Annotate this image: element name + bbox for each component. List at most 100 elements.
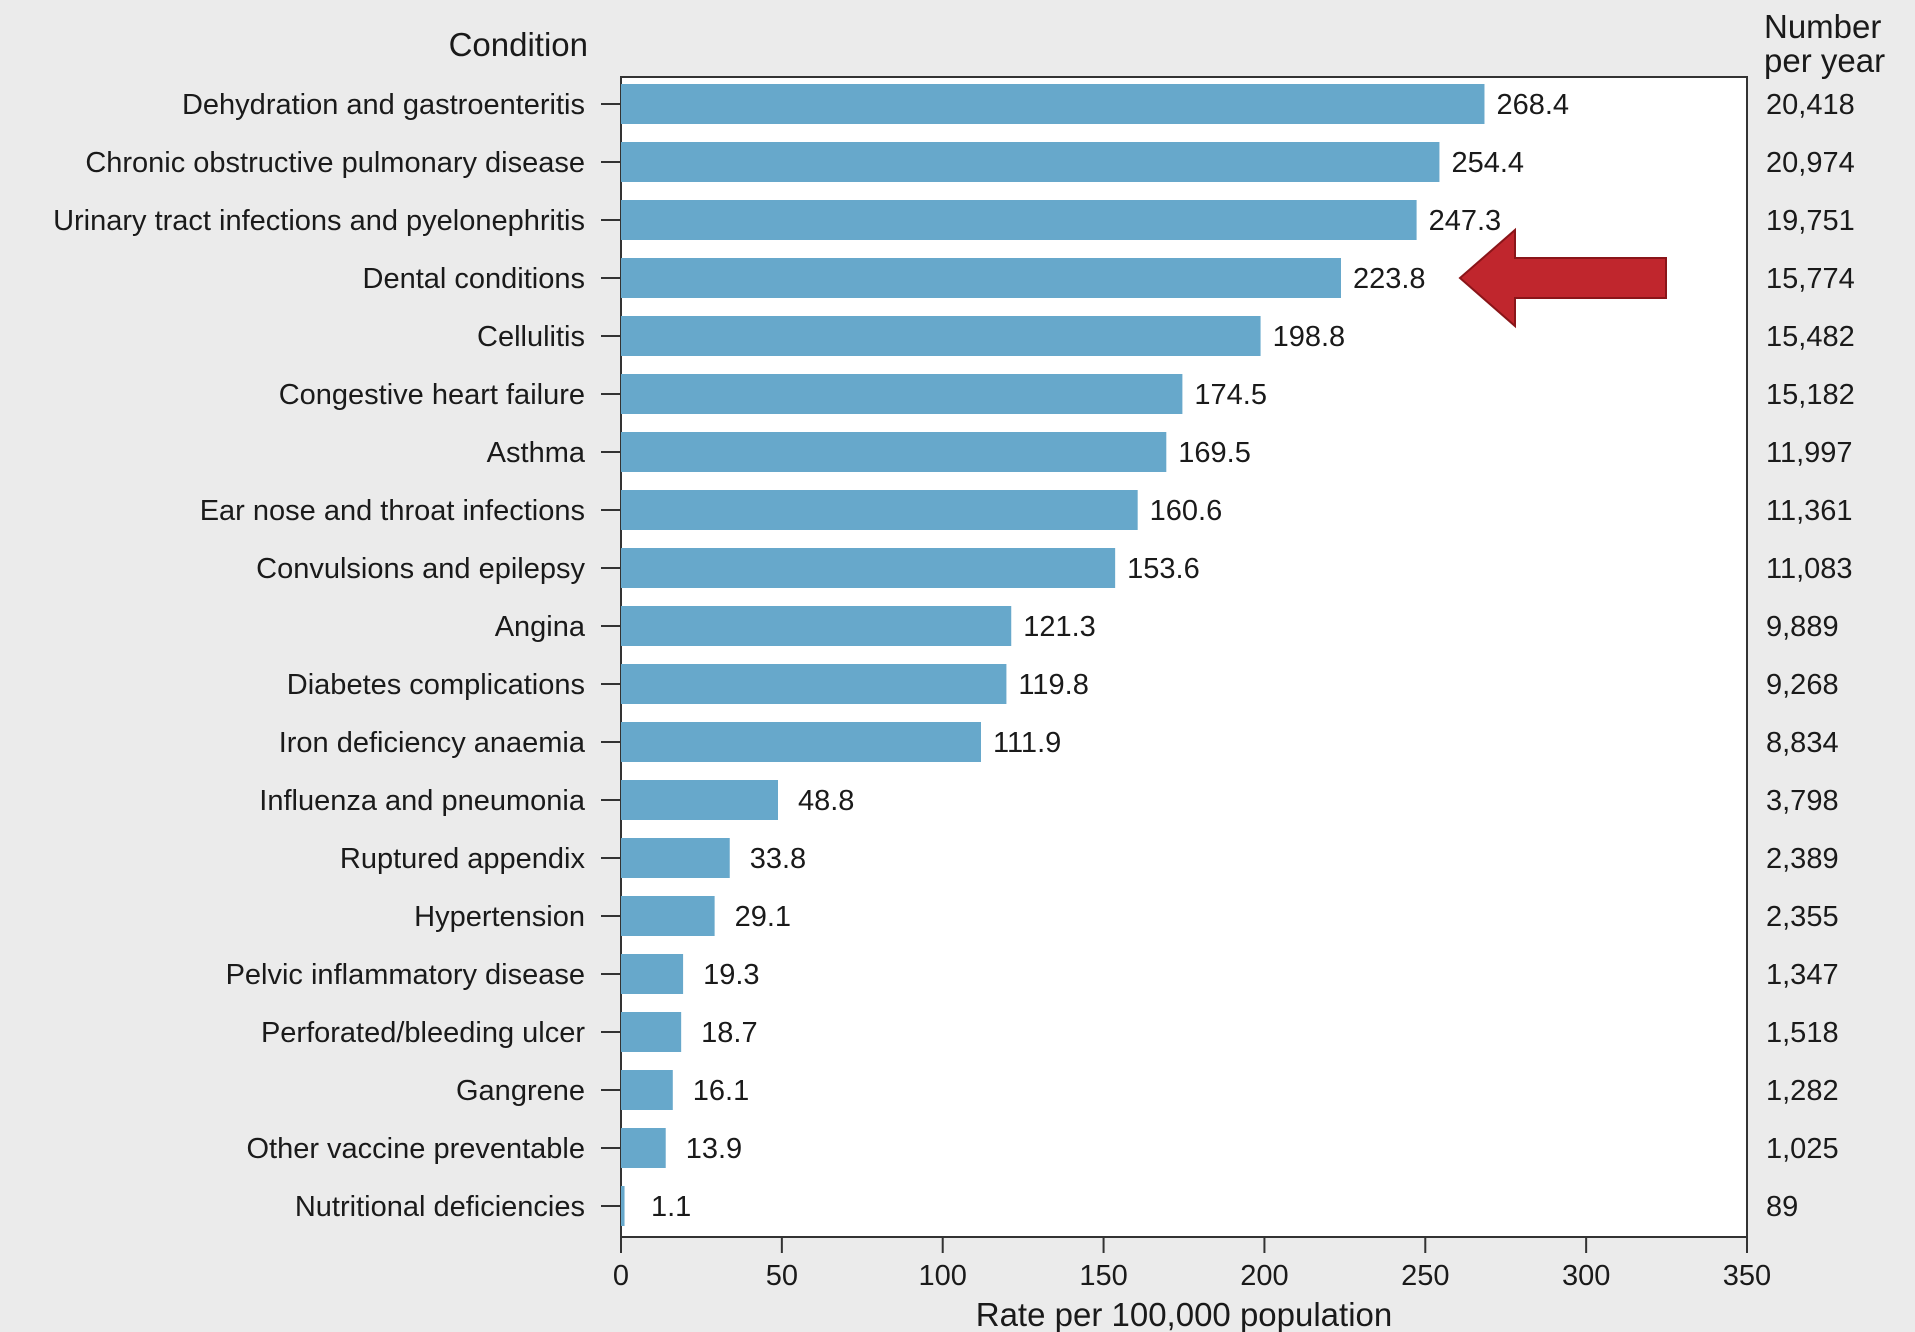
bar-3	[621, 258, 1341, 298]
count-label-15: 1,347	[1766, 959, 1839, 991]
x-tick-label-0: 0	[613, 1260, 629, 1292]
category-label-15: Pelvic inflammatory disease	[226, 959, 585, 991]
category-label-2: Urinary tract infections and pyelonephri…	[53, 205, 585, 237]
value-label-13: 33.8	[750, 843, 806, 875]
highlight-arrow	[1458, 227, 1667, 329]
count-label-17: 1,282	[1766, 1075, 1839, 1107]
value-label-3: 223.8	[1353, 263, 1426, 295]
category-label-8: Convulsions and epilepsy	[256, 553, 585, 585]
category-label-0: Dehydration and gastroenteritis	[182, 89, 585, 121]
count-header-line2: per year	[1764, 42, 1885, 79]
count-label-10: 9,268	[1766, 669, 1839, 701]
count-label-4: 15,482	[1766, 321, 1855, 353]
category-label-7: Ear nose and throat infections	[200, 495, 585, 527]
bar-1	[621, 142, 1440, 182]
bar-13	[621, 838, 730, 878]
x-tick-label-3: 150	[1079, 1260, 1127, 1292]
x-axis: 0 50 100 150 200 250 300 350	[613, 1237, 1771, 1292]
x-tick-label-4: 200	[1240, 1260, 1288, 1292]
category-label-4: Cellulitis	[477, 321, 585, 353]
category-label-14: Hypertension	[414, 901, 585, 933]
count-label-9: 9,889	[1766, 611, 1839, 643]
x-tick-label-2: 100	[919, 1260, 967, 1292]
bars-group	[601, 84, 1485, 1226]
value-label-5: 174.5	[1194, 379, 1267, 411]
bar-9	[621, 606, 1012, 646]
count-labels: 20,418 20,974 19,751 15,774 15,482 15,182 11,9…	[1766, 89, 1855, 1223]
count-label-11: 8,834	[1766, 727, 1839, 759]
value-label-1: 254.4	[1451, 147, 1524, 179]
category-label-9: Angina	[495, 611, 586, 643]
value-label-11: 111.9	[993, 727, 1061, 759]
count-label-13: 2,389	[1766, 843, 1839, 875]
category-labels: Dehydration and gastroenteritis Chronic o…	[53, 89, 586, 1223]
bar-8	[621, 548, 1116, 588]
category-label-10: Diabetes complications	[287, 669, 585, 701]
count-label-6: 11,997	[1766, 437, 1853, 469]
category-label-3: Dental conditions	[363, 263, 585, 295]
count-label-14: 2,355	[1766, 901, 1839, 933]
category-label-13: Ruptured appendix	[340, 843, 586, 875]
bar-4	[621, 316, 1261, 356]
bar-14	[621, 896, 715, 936]
category-label-6: Asthma	[487, 437, 586, 469]
bar-12	[621, 780, 778, 820]
value-label-14: 29.1	[735, 901, 791, 933]
category-label-16: Perforated/bleeding ulcer	[261, 1017, 585, 1049]
category-label-1: Chronic obstructive pulmonary disease	[85, 147, 585, 179]
value-label-4: 198.8	[1273, 321, 1346, 353]
x-axis-label: Rate per 100,000 population	[976, 1296, 1393, 1332]
count-label-19: 89	[1766, 1191, 1798, 1223]
count-label-0: 20,418	[1766, 89, 1855, 121]
category-label-19: Nutritional deficiencies	[295, 1191, 585, 1223]
count-label-18: 1,025	[1766, 1133, 1839, 1165]
value-label-0: 268.4	[1496, 89, 1569, 121]
value-label-7: 160.6	[1150, 495, 1223, 527]
value-label-16: 18.7	[701, 1017, 757, 1049]
bar-0	[621, 84, 1485, 124]
count-label-1: 20,974	[1766, 147, 1855, 179]
bar-18	[621, 1128, 666, 1168]
bar-15	[621, 954, 684, 994]
value-label-17: 16.1	[693, 1075, 749, 1107]
value-label-8: 153.6	[1127, 553, 1200, 585]
value-label-9: 121.3	[1023, 611, 1096, 643]
bar-7	[621, 490, 1138, 530]
count-label-12: 3,798	[1766, 785, 1839, 817]
count-label-2: 19,751	[1766, 205, 1855, 237]
x-tick-label-7: 350	[1723, 1260, 1771, 1292]
value-label-6: 169.5	[1178, 437, 1251, 469]
count-label-8: 11,083	[1766, 553, 1853, 585]
value-label-19: 1.1	[651, 1191, 691, 1223]
category-label-18: Other vaccine preventable	[246, 1133, 585, 1165]
category-label-11: Iron deficiency anaemia	[279, 727, 586, 759]
count-header-line1: Number	[1764, 8, 1881, 45]
plot-area	[620, 76, 1748, 1238]
category-label-17: Gangrene	[456, 1075, 585, 1107]
value-label-12: 48.8	[798, 785, 854, 817]
x-tick-label-5: 250	[1401, 1260, 1449, 1292]
value-label-2: 247.3	[1429, 205, 1502, 237]
bar-10	[621, 664, 1007, 704]
category-label-5: Congestive heart failure	[279, 379, 585, 411]
value-label-10: 119.8	[1018, 669, 1088, 701]
value-label-15: 19.3	[703, 959, 759, 991]
bar-5	[621, 374, 1183, 414]
count-label-16: 1,518	[1766, 1017, 1839, 1049]
category-label-12: Influenza and pneumonia	[259, 785, 586, 817]
count-label-3: 15,774	[1766, 263, 1855, 295]
bar-6	[621, 432, 1167, 472]
x-tick-label-1: 50	[766, 1260, 798, 1292]
bar-2	[621, 200, 1417, 240]
count-label-5: 15,182	[1766, 379, 1855, 411]
count-label-7: 11,361	[1766, 495, 1853, 527]
bar-17	[621, 1070, 673, 1110]
x-tick-label-6: 300	[1562, 1260, 1610, 1292]
bar-16	[621, 1012, 682, 1052]
bar-19	[621, 1186, 625, 1226]
bar-11	[621, 722, 981, 762]
value-label-18: 13.9	[686, 1133, 742, 1165]
category-header: Condition	[449, 26, 588, 63]
